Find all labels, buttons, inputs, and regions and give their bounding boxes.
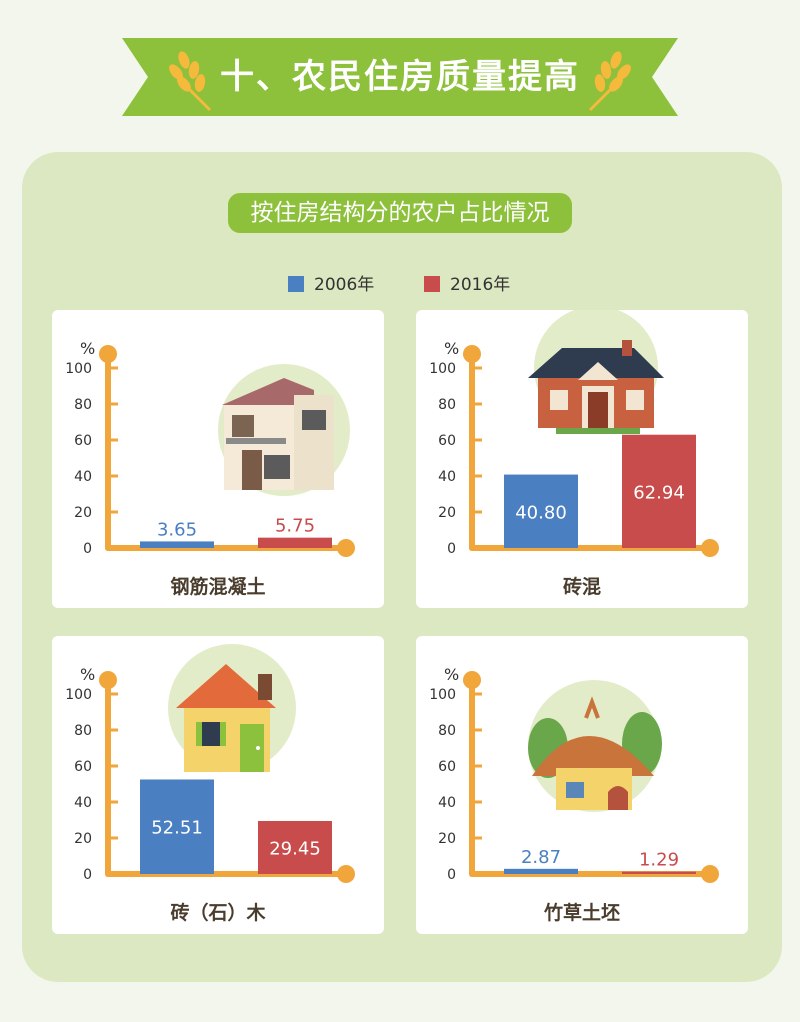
legend-item-2016: 2016年 <box>424 270 510 295</box>
axis-end-dot <box>99 671 117 689</box>
bar-chart: % 0 20 40 60 80 100 3.65 5.75 <box>65 339 355 557</box>
axis-end-dot <box>99 345 117 363</box>
y-tick-label: 0 <box>447 541 456 557</box>
bar-2016 <box>622 871 696 874</box>
page-title: 十、农民住房质量提高 <box>220 57 580 97</box>
data-label: 40.80 <box>515 502 567 523</box>
thatched-hut-icon <box>528 680 662 812</box>
axis-end-dot <box>337 539 355 557</box>
chart-card-reinforced-concrete: % 0 20 40 60 80 100 3.65 5.75 钢筋混凝土 <box>52 310 384 608</box>
data-label: 52.51 <box>151 818 203 839</box>
y-tick-label: 40 <box>74 469 92 485</box>
data-label: 1.29 <box>639 850 679 871</box>
y-tick-label: 20 <box>74 505 92 521</box>
y-tick-label: 80 <box>74 723 92 739</box>
wheat-icon <box>588 51 631 112</box>
legend-label: 2006年 <box>314 275 375 295</box>
bar-2006 <box>140 779 214 874</box>
y-tick-label: 40 <box>438 795 456 811</box>
data-label: 29.45 <box>269 838 321 859</box>
chart-card-brick-concrete: % 0 20 40 60 80 100 40.80 62.94 砖混 <box>416 310 748 608</box>
y-tick-label: 60 <box>438 433 456 449</box>
y-tick-label: 100 <box>65 687 92 703</box>
legend-item-2006: 2006年 <box>288 270 374 295</box>
data-label: 2.87 <box>521 847 561 868</box>
y-tick-label: 80 <box>438 397 456 413</box>
banner-ribbon <box>122 38 678 116</box>
y-tick-label: 0 <box>83 867 92 883</box>
axis-end-dot <box>337 865 355 883</box>
y-unit-label: % <box>80 339 95 358</box>
axis-end-dot <box>463 345 481 363</box>
bar-2006 <box>140 541 214 548</box>
data-label: 3.65 <box>157 519 197 540</box>
title-banner: 十、农民住房质量提高 <box>122 38 678 116</box>
chart-card-bamboo-grass-adobe: % 0 20 40 60 80 100 2.87 1.29 竹草土坯 <box>416 636 748 934</box>
axis-end-dot <box>463 671 481 689</box>
bar-2006 <box>504 868 578 874</box>
axis-end-dot <box>701 865 719 883</box>
y-tick-label: 40 <box>438 469 456 485</box>
axis-end-dot <box>701 539 719 557</box>
y-tick-label: 80 <box>438 723 456 739</box>
bar-2006 <box>504 474 578 548</box>
bar-2016 <box>258 537 332 548</box>
cottage-icon <box>168 644 296 772</box>
y-tick-label: 0 <box>447 867 456 883</box>
bar-chart: % 0 20 40 60 80 100 2.87 1.29 <box>429 665 719 883</box>
category-label: 砖（石）木 <box>170 902 266 924</box>
data-label: 62.94 <box>633 482 685 503</box>
y-tick-label: 0 <box>83 541 92 557</box>
y-unit-label: % <box>444 665 459 684</box>
category-label: 砖混 <box>562 576 601 598</box>
y-tick-label: 60 <box>74 759 92 775</box>
modern-house-icon <box>218 364 350 496</box>
bar-chart: % 0 20 40 60 80 100 40.80 62.94 <box>429 310 719 557</box>
y-unit-label: % <box>444 339 459 358</box>
legend-label: 2016年 <box>450 275 511 295</box>
data-label: 5.75 <box>275 516 315 537</box>
bar-2016 <box>258 820 332 874</box>
bar-2016 <box>622 434 696 548</box>
brick-house-icon <box>528 310 664 434</box>
y-tick-label: 100 <box>429 361 456 377</box>
y-tick-label: 20 <box>438 505 456 521</box>
y-tick-label: 60 <box>438 759 456 775</box>
y-unit-label: % <box>80 665 95 684</box>
y-tick-label: 20 <box>74 831 92 847</box>
legend-swatch <box>424 276 440 292</box>
chart-subtitle: 按住房结构分的农户占比情况 <box>228 193 572 233</box>
bar-chart: % 0 20 40 60 80 100 52.51 29.45 <box>65 644 355 883</box>
category-label: 钢筋混凝土 <box>170 576 266 598</box>
y-tick-label: 80 <box>74 397 92 413</box>
y-tick-label: 60 <box>74 433 92 449</box>
wheat-icon <box>169 51 212 112</box>
category-label: 竹草土坯 <box>543 902 620 924</box>
y-tick-label: 100 <box>65 361 92 377</box>
y-tick-label: 20 <box>438 831 456 847</box>
legend-swatch <box>288 276 304 292</box>
chart-card-brick-stone-wood: % 0 20 40 60 80 100 52.51 29.45 砖（石）木 <box>52 636 384 934</box>
y-tick-label: 40 <box>74 795 92 811</box>
y-tick-label: 100 <box>429 687 456 703</box>
